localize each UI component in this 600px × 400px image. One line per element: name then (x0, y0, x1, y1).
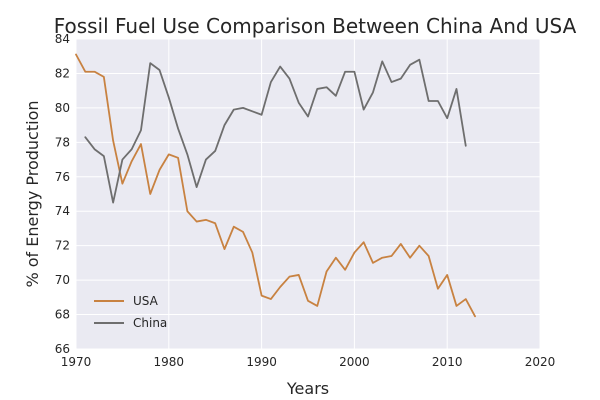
y-tick-label: 68 (55, 308, 70, 322)
x-axis-label: Years (286, 379, 329, 398)
y-tick-label: 80 (55, 101, 70, 115)
y-tick-label: 74 (55, 204, 70, 218)
legend-label-china: China (133, 316, 167, 330)
y-tick-label: 84 (55, 32, 70, 46)
x-axis-ticks: 1970 1980 1990 2000 2010 2020 (61, 355, 556, 369)
y-tick-label: 76 (55, 170, 70, 184)
y-axis-label: % of Energy Production (23, 100, 42, 287)
legend-label-usa: USA (133, 294, 159, 308)
y-tick-label: 82 (55, 66, 70, 80)
series-lines (75, 53, 476, 318)
x-tick-label: 1990 (246, 355, 277, 369)
y-tick-label: 72 (55, 239, 70, 253)
series-line-usa (75, 53, 476, 318)
x-tick-label: 2020 (525, 355, 556, 369)
x-tick-label: 2010 (432, 355, 463, 369)
x-tick-label: 2000 (339, 355, 370, 369)
x-tick-label: 1980 (154, 355, 185, 369)
series-line-china (84, 58, 467, 204)
legend: USA China (94, 294, 167, 330)
y-tick-label: 70 (55, 273, 70, 287)
y-tick-label: 78 (55, 135, 70, 149)
chart-title: Fossil Fuel Use Comparison Between China… (54, 14, 577, 38)
x-tick-label: 1970 (61, 355, 92, 369)
y-axis-ticks: 66 68 70 72 74 76 78 80 82 84 (55, 32, 70, 356)
plot-area (76, 39, 540, 349)
gridlines (75, 38, 541, 350)
y-tick-label: 66 (55, 342, 70, 356)
